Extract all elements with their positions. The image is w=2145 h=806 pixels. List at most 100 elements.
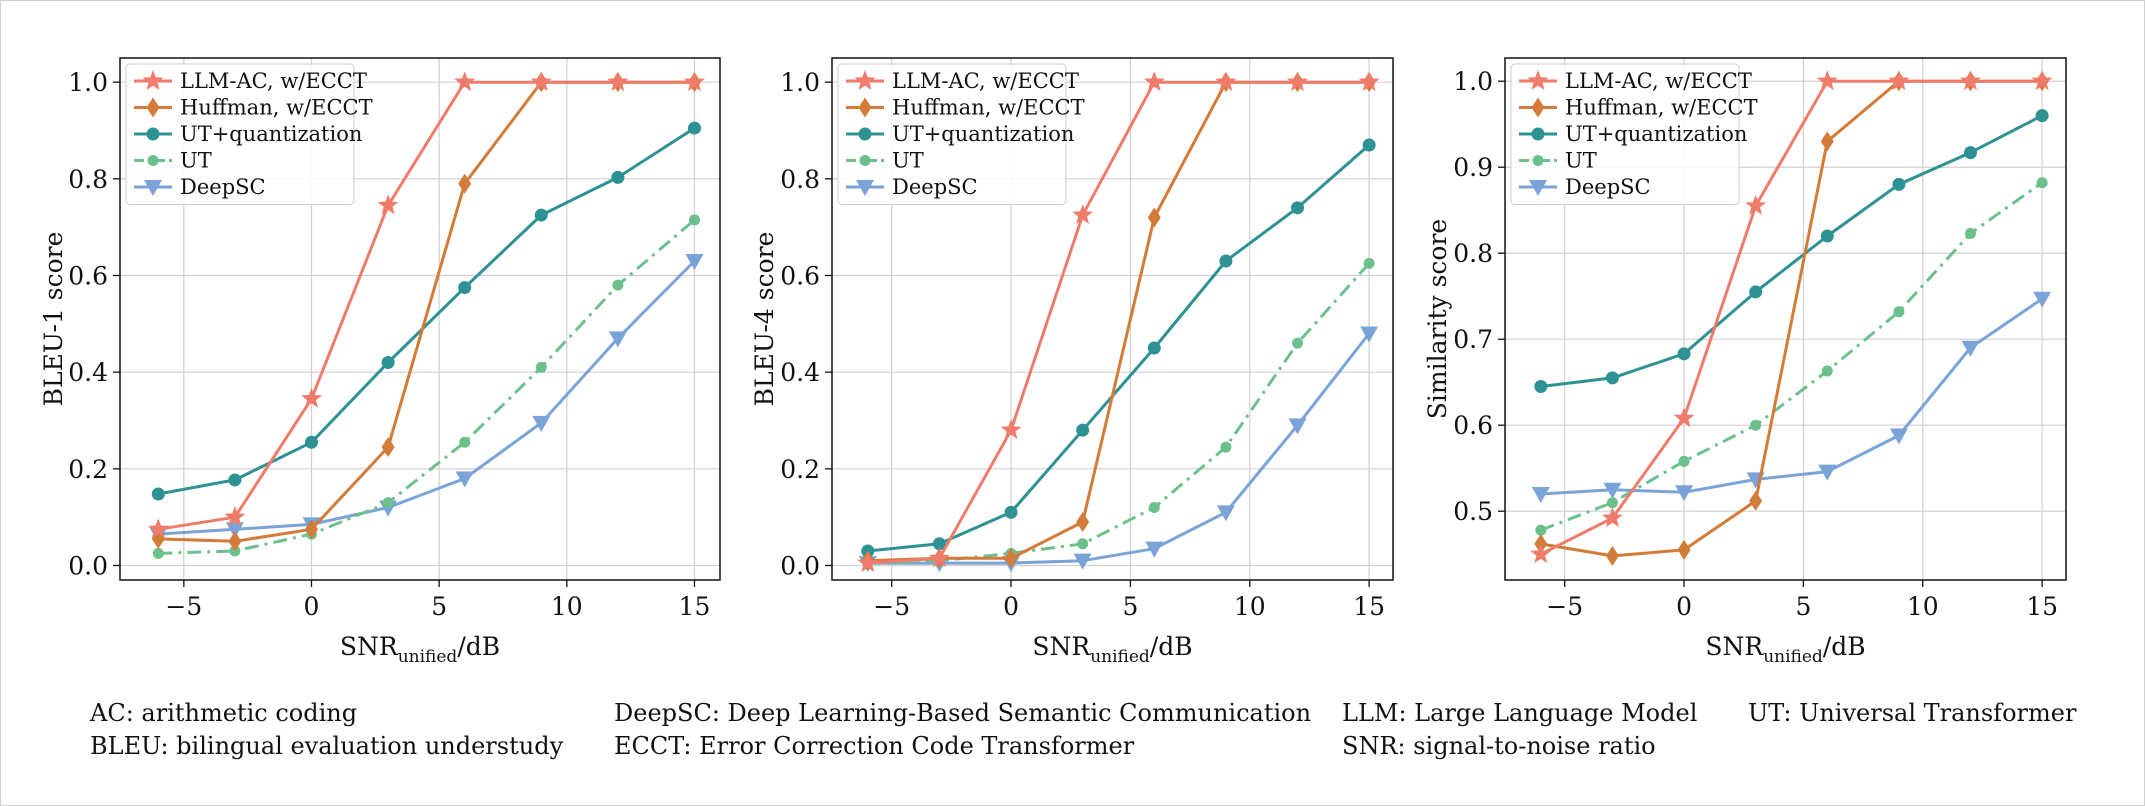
data-point-deepsc: [1889, 428, 1908, 445]
series-llm-ac-w-ecct: [857, 71, 1380, 572]
y-axis-label: Similarity score: [1423, 219, 1452, 419]
data-point-ut: [1965, 227, 1977, 239]
plot-frame: [1504, 57, 2067, 581]
y-tick-label: 1.0: [68, 68, 108, 97]
x-tick-label: −5: [873, 592, 910, 621]
legend-marker-huffman-w-ecct: [1531, 97, 1545, 118]
data-point-deepsc: [685, 254, 704, 270]
x-axis-label-unit: /dB: [1823, 632, 1866, 661]
data-point-deepsc: [532, 415, 551, 432]
data-point-ut-quantization: [228, 473, 242, 487]
legend-box: [125, 63, 355, 205]
data-point-deepsc: [1531, 487, 1550, 504]
x-axis-label: SNRunified/dB: [1705, 632, 1865, 667]
series-ut-quantization: [151, 121, 701, 501]
x-tick-label: 15: [2026, 592, 2058, 621]
series-line-llm-ac-w-ecct: [1540, 79, 2043, 556]
series-ut: [862, 257, 1375, 569]
legend-marker-llm-ac-w-ecct: [142, 70, 164, 90]
data-point-ut-quantization: [1076, 423, 1090, 437]
legend-marker-llm-ac-w-ecct: [1527, 70, 1549, 90]
x-axis-label: SNRunified/dB: [340, 632, 500, 667]
series-llm-ac-w-ecct: [1530, 70, 2053, 564]
data-point-ut-quantization: [1677, 347, 1691, 361]
data-point-ut: [459, 436, 471, 448]
x-tick-label: 0: [304, 592, 320, 621]
data-point-ut-quantization: [534, 208, 548, 222]
x-tick-label: 0: [1676, 592, 1692, 621]
data-point-huffman-w-ecct: [1605, 545, 1619, 566]
data-point-ut: [1893, 306, 1905, 318]
data-point-ut-quantization: [1749, 285, 1763, 299]
y-tick-label: 0.8: [68, 165, 108, 194]
x-axis-label-unit: /dB: [457, 632, 500, 661]
legend-label-ut-quantization: UT+quantization: [1565, 122, 1747, 146]
legend-label-ut: UT: [180, 149, 212, 173]
legend-label-deepsc: DeepSC: [180, 175, 266, 199]
data-point-ut-quantization: [1820, 229, 1834, 243]
data-point-deepsc: [455, 471, 474, 488]
legend-label-ut-quantization: UT+quantization: [892, 122, 1074, 146]
legend-marker-huffman-w-ecct: [146, 97, 160, 118]
y-tick-label: 0.2: [68, 455, 108, 484]
data-point-huffman-w-ecct: [458, 173, 472, 194]
data-point-llm-ac-w-ecct: [929, 547, 950, 568]
legend-label-ut-quantization: UT+quantization: [180, 122, 362, 146]
data-point-huffman-w-ecct: [1004, 548, 1018, 569]
glossary-snr: SNR: signal-to-noise ratio: [1342, 732, 1656, 760]
data-point-ut: [1220, 441, 1232, 453]
y-tick-label: 0.7: [1453, 325, 1493, 354]
x-tick-label: 10: [1907, 592, 1939, 621]
data-point-huffman-w-ecct: [304, 519, 318, 540]
data-point-ut: [535, 361, 547, 373]
data-point-ut: [1148, 502, 1160, 513]
glossary-llm: LLM: Large Language Model: [1342, 699, 1698, 727]
data-point-deepsc: [1360, 326, 1379, 343]
legend-label-huffman-w-ecct: Huffman, w/ECCT: [892, 96, 1085, 120]
legend-marker-llm-ac-w-ecct: [854, 70, 876, 90]
y-tick-label: 0.6: [68, 262, 108, 291]
data-point-ut-quantization: [932, 537, 946, 551]
data-point-deepsc: [1145, 541, 1164, 558]
series-ut: [152, 214, 700, 559]
x-tick-label: 5: [1795, 592, 1811, 621]
legend-label-llm-ac-w-ecct: LLM-AC, w/ECCT: [1565, 69, 1752, 93]
data-point-deepsc: [1675, 485, 1694, 502]
x-tick-label: 5: [431, 592, 447, 621]
glossary-ut: UT: Universal Transformer: [1748, 699, 2077, 727]
legend: LLM-AC, w/ECCT Huffman, w/ECCTUT+quantiza…: [1510, 63, 1758, 205]
data-point-llm-ac-w-ecct: [684, 71, 705, 92]
data-point-llm-ac-w-ecct: [1143, 71, 1165, 92]
data-point-huffman-w-ecct: [1677, 539, 1691, 560]
data-point-huffman-w-ecct: [1820, 131, 1834, 152]
legend: LLM-AC, w/ECCT Huffman, w/ECCTUT+quantiza…: [837, 63, 1085, 205]
chart-panel-2: −5 0 5 10 15 0.0 0.2 0.4 0.6 0.8 1.0 SNRunified/dB B…: [750, 57, 1394, 667]
data-point-ut-quantization: [151, 487, 165, 501]
legend-label-llm-ac-w-ecct: LLM-AC, w/ECCT: [892, 69, 1079, 93]
x-axis-label-unit: /dB: [1150, 632, 1193, 661]
data-point-ut-quantization: [1291, 201, 1305, 215]
y-axis-label: BLEU-1 score: [39, 232, 68, 407]
series-ut-quantization: [1534, 109, 2049, 394]
glossary-ac: AC: arithmetic coding: [90, 699, 358, 727]
data-point-huffman-w-ecct: [1749, 490, 1763, 511]
data-point-huffman-w-ecct: [381, 437, 395, 458]
y-tick-label: 0.6: [1453, 411, 1493, 440]
data-point-deepsc: [1216, 505, 1235, 522]
series-line-ut-quantization: [158, 126, 696, 496]
data-point-deepsc: [1961, 340, 1980, 357]
data-point-ut-quantization: [1362, 138, 1376, 152]
data-point-deepsc: [225, 522, 244, 539]
series-line-ut: [158, 218, 696, 555]
data-point-llm-ac-w-ecct: [530, 71, 552, 92]
series-ut: [1535, 177, 2048, 536]
data-point-ut-quantization: [381, 356, 395, 369]
series-line-ut-quantization: [1540, 114, 2043, 388]
y-tick-label: 0.0: [68, 552, 108, 581]
y-tick-label: 0.2: [780, 455, 820, 484]
series-line-llm-ac-w-ecct: [158, 80, 695, 531]
data-point-llm-ac-w-ecct: [1745, 194, 1767, 215]
x-axis-label-subscript: unified: [1090, 647, 1150, 667]
data-point-huffman-w-ecct: [1147, 207, 1161, 228]
x-tick-label: 10: [551, 592, 583, 621]
